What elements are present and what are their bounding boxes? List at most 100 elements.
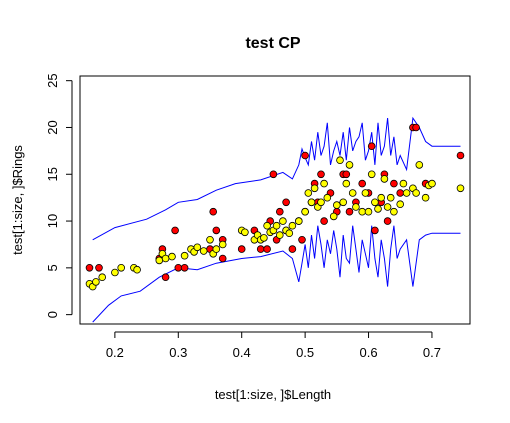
yellow-point	[343, 180, 350, 187]
yellow-point	[422, 194, 429, 201]
x-tick-label: 0.2	[106, 345, 124, 360]
yellow-point	[112, 269, 119, 276]
y-tick-label: 25	[45, 73, 60, 87]
yellow-point	[289, 222, 296, 229]
yellow-point	[169, 253, 176, 260]
yellow-point	[99, 274, 106, 281]
red-point	[318, 171, 325, 178]
red-point	[299, 236, 306, 243]
yellow-point	[324, 194, 331, 201]
x-tick-label: 0.5	[296, 345, 314, 360]
yellow-point	[381, 176, 388, 183]
yellow-point	[378, 194, 385, 201]
red-point	[175, 264, 182, 271]
yellow-point	[457, 185, 464, 192]
y-axis-title: test[1:size, ]$Rings	[10, 145, 25, 255]
yellow-point	[194, 244, 201, 251]
y-tick-label: 15	[45, 167, 60, 181]
y-tick-label: 10	[45, 214, 60, 228]
yellow-point	[276, 232, 283, 239]
yellow-point	[416, 162, 423, 169]
yellow-point	[429, 180, 436, 187]
yellow-point	[302, 208, 309, 215]
yellow-point	[365, 208, 372, 215]
yellow-point	[261, 235, 268, 242]
yellow-point	[305, 190, 312, 197]
red-point	[276, 208, 283, 215]
red-point	[413, 124, 420, 131]
yellow-point	[403, 190, 410, 197]
yellow-point	[207, 236, 214, 243]
x-tick-label: 0.3	[169, 345, 187, 360]
yellow-point	[340, 199, 347, 206]
yellow-point	[375, 206, 382, 213]
red-point	[257, 246, 264, 253]
red-point	[346, 208, 353, 215]
red-point	[391, 180, 398, 187]
yellow-point	[156, 257, 163, 264]
yellow-point	[162, 255, 169, 262]
red-point	[384, 218, 391, 225]
red-point	[210, 208, 217, 215]
yellow-point	[286, 230, 293, 237]
red-point	[359, 180, 366, 187]
red-point	[343, 171, 350, 178]
yellow-point	[391, 208, 398, 215]
red-point	[372, 227, 379, 234]
red-point	[96, 264, 103, 271]
yellow-point	[295, 218, 302, 225]
yellow-point	[308, 199, 315, 206]
red-point	[219, 255, 226, 262]
red-point	[238, 246, 245, 253]
yellow-point	[333, 202, 340, 209]
y-tick-label: 20	[45, 120, 60, 134]
yellow-point	[321, 180, 328, 187]
yellow-point	[93, 279, 100, 286]
red-point	[264, 246, 271, 253]
yellow-point	[413, 190, 420, 197]
yellow-point	[400, 180, 407, 187]
yellow-point	[349, 190, 356, 197]
plot-frame	[80, 76, 470, 324]
x-tick-label: 0.4	[233, 345, 251, 360]
yellow-point	[387, 194, 394, 201]
yellow-point	[181, 252, 188, 259]
yellow-point	[273, 222, 280, 229]
red-point	[289, 246, 296, 253]
yellow-point	[200, 248, 207, 255]
red-point	[397, 190, 404, 197]
upper-band-line	[93, 118, 461, 240]
yellow-point	[264, 222, 271, 229]
yellow-point	[362, 190, 369, 197]
red-point	[86, 264, 93, 271]
y-tick-label: 0	[45, 311, 60, 318]
yellow-point	[353, 204, 360, 211]
yellow-point	[368, 171, 375, 178]
red-point	[368, 143, 375, 150]
red-point	[181, 264, 188, 271]
yellow-point	[242, 229, 249, 236]
red-point	[457, 152, 464, 159]
red-point	[302, 152, 309, 159]
yellow-point	[219, 241, 226, 248]
yellow-point	[280, 218, 287, 225]
yellow-point	[134, 266, 141, 273]
red-point	[172, 227, 179, 234]
x-tick-label: 0.7	[423, 345, 441, 360]
yellow-point	[397, 201, 404, 208]
yellow-point	[346, 162, 353, 169]
yellow-point	[318, 199, 325, 206]
x-tick-label: 0.6	[359, 345, 377, 360]
red-point	[162, 274, 169, 281]
x-axis-title: test[1:size, ]$Length	[215, 387, 331, 402]
red-point	[321, 218, 328, 225]
y-tick-label: 5	[45, 264, 60, 271]
yellow-point	[311, 185, 318, 192]
yellow-point	[330, 213, 337, 220]
yellow-point	[118, 264, 125, 271]
chart-title: test CP	[245, 35, 300, 52]
yellow-point	[213, 246, 220, 253]
yellow-point	[337, 157, 344, 164]
yellow-point	[372, 199, 379, 206]
